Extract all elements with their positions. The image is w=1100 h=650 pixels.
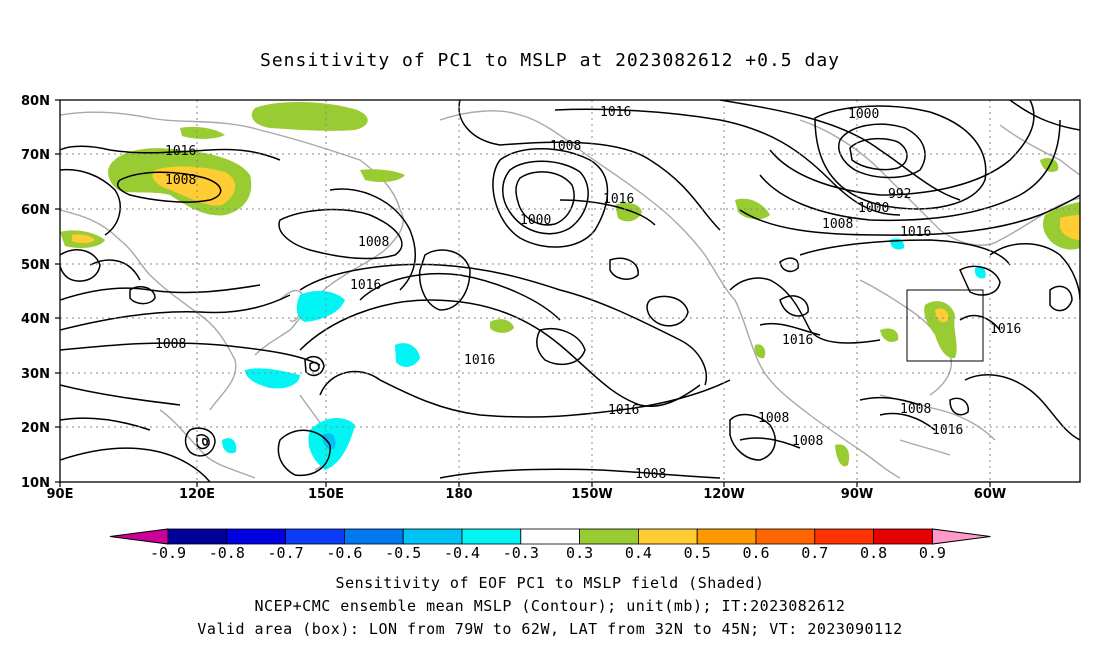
contour-label: 1008 xyxy=(155,337,186,352)
colorbar-swatch xyxy=(873,528,933,545)
colorbar-tick-label: 0.6 xyxy=(742,544,769,562)
colorbar-swatch xyxy=(696,528,757,545)
colorbar-swatch xyxy=(520,528,580,545)
contour-label: 1008 xyxy=(165,173,196,188)
contour-label: 1016 xyxy=(464,353,495,368)
map-frame xyxy=(59,99,1081,483)
colorbar-swatch xyxy=(579,528,639,545)
lon-tick-label: 150W xyxy=(571,487,612,502)
contour-label: 1016 xyxy=(165,144,196,159)
contour-label: 1008 xyxy=(758,411,789,426)
contour-label: 1016 xyxy=(932,423,963,438)
gridlines xyxy=(60,100,1080,482)
contour-label: 1016 xyxy=(603,192,634,207)
colorbar-swatch xyxy=(167,528,228,545)
colorbar-tick-label: 0.5 xyxy=(684,544,711,562)
colorbar-swatch xyxy=(285,528,345,545)
colorbar-swatch xyxy=(402,528,463,545)
lon-tick-label: 90W xyxy=(841,487,873,502)
colorbar-tick-label: -0.7 xyxy=(268,544,304,562)
contour-label: 1008 xyxy=(900,402,931,417)
contour-label: 1008 xyxy=(358,235,389,250)
colorbar-tick-label: -0.6 xyxy=(326,544,362,562)
colorbar-labels: -0.9 -0.8 -0.7 -0.6 -0.5 -0.4 -0.3 0.3 0.4 0.5 0.6… xyxy=(150,544,946,562)
colorbar-tick-label: -0.8 xyxy=(209,544,245,562)
colorbar-swatch xyxy=(814,528,874,545)
contour-label: 1000 xyxy=(520,213,551,228)
contour-label: 1016 xyxy=(990,322,1021,337)
sensitivity-shading xyxy=(60,102,1080,470)
colorbar-tick-label: -0.4 xyxy=(444,544,480,562)
lat-tick-label: 80N xyxy=(21,94,50,109)
contour-label: 1016 xyxy=(900,225,931,240)
lat-tick-label: 50N xyxy=(21,258,50,273)
lon-tick-label: 90E xyxy=(47,487,74,502)
map-title: Sensitivity of PC1 to MSLP at 2023082612… xyxy=(259,50,840,71)
contour-label: 1008 xyxy=(822,217,853,232)
contour-label: 1016 xyxy=(600,105,631,120)
colorbar-tick-label: 0.4 xyxy=(625,544,652,562)
colorbar-tick-label: -0.5 xyxy=(385,544,421,562)
contour-label: 1000 xyxy=(858,201,889,216)
contour-label: 1000 xyxy=(848,107,879,122)
lat-tick-label: 60N xyxy=(21,203,50,218)
contour-label: 1016 xyxy=(350,278,381,293)
lon-labels: 90E 120E 150E 180 150W 120W 90W 60W xyxy=(47,487,1007,502)
contour-labels: 1016 1000 1008 1016 1008 1016 992 1000 1… xyxy=(155,105,1021,482)
lon-tick-label: 120E xyxy=(179,487,215,502)
axis-ticks xyxy=(55,99,991,487)
lon-tick-label: 180 xyxy=(445,487,472,502)
colorbar-swatch xyxy=(755,528,816,545)
colorbar-tick-label: -0.3 xyxy=(503,544,539,562)
contour-label: 1008 xyxy=(550,139,581,154)
lon-tick-label: 150E xyxy=(308,487,344,502)
lon-tick-label: 120W xyxy=(703,487,744,502)
lat-labels: 80N 70N 60N 50N 40N 30N 20N 10N xyxy=(21,94,50,491)
colorbar-swatch xyxy=(461,528,522,545)
colorbar xyxy=(109,528,991,545)
colorbar-tick-label: 0.8 xyxy=(860,544,887,562)
footer-line-2: NCEP+CMC ensemble mean MSLP (Contour); u… xyxy=(254,597,846,615)
lat-tick-label: 40N xyxy=(21,312,50,327)
colorbar-tick-label: 0.3 xyxy=(566,544,593,562)
colorbar-high-end xyxy=(931,528,991,545)
contour-label: 1008 xyxy=(635,467,666,482)
colorbar-swatch xyxy=(638,528,698,545)
footer-line-1: Sensitivity of EOF PC1 to MSLP field (Sh… xyxy=(335,574,765,592)
mslp-contours xyxy=(60,100,1080,482)
contour-label: 1008 xyxy=(792,434,823,449)
lat-tick-label: 10N xyxy=(21,476,50,491)
colorbar-swatch xyxy=(226,528,287,545)
lon-tick-label: 60W xyxy=(974,487,1006,502)
footer-line-3: Valid area (box): LON from 79W to 62W, L… xyxy=(197,620,903,638)
lat-tick-label: 30N xyxy=(21,367,50,382)
lat-tick-label: 20N xyxy=(21,421,50,436)
colorbar-swatch xyxy=(343,528,404,545)
colorbar-tick-label: -0.9 xyxy=(150,544,186,562)
lat-tick-label: 70N xyxy=(21,148,50,163)
colorbar-tick-label: 0.9 xyxy=(919,544,946,562)
colorbar-low-end xyxy=(109,528,169,545)
valid-area-box xyxy=(906,289,984,362)
contour-label: 1016 xyxy=(608,403,639,418)
contour-label: 992 xyxy=(888,187,911,202)
contour-label: 1016 xyxy=(782,333,813,348)
colorbar-tick-label: 0.7 xyxy=(801,544,828,562)
